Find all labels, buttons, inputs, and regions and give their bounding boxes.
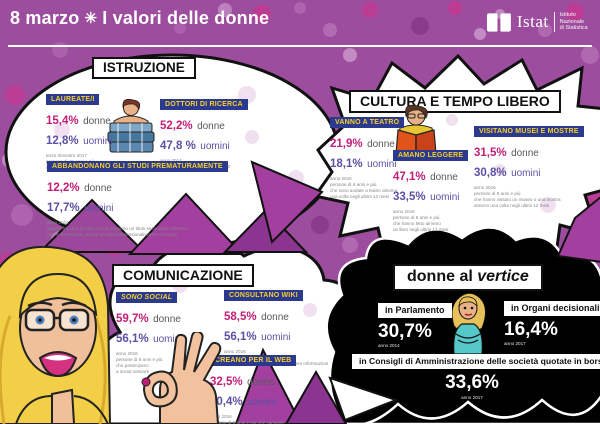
section-title-vertice: donne al vertice (393, 264, 543, 291)
stat-abbandono-label: ABBANDONANO GLI STUDI PREMATURAMENTE (47, 161, 228, 172)
donne-word: donne (153, 314, 181, 325)
stat-abbandono: ABBANDONANO GLI STUDI PREMATURAMENTE 12,… (47, 155, 307, 238)
stat-web-label: CREANO PER IL WEB (210, 355, 297, 366)
dottori-uomini-value: 47,8 % (160, 140, 196, 153)
page-title: 8 marzo ✳ I valori delle donne (10, 8, 269, 29)
uomini-word: uomini (367, 159, 397, 171)
istat-wordmark: Istat (516, 12, 549, 31)
donne-word: donne (247, 377, 275, 388)
stat-web: CREANO PER IL WEB 32,5% donne 30,4% uomi… (210, 349, 325, 424)
leggere-note: anno 2016 persone di 6 anni e più che ha… (393, 208, 449, 233)
section-title-istruzione: ISTRUZIONE (92, 57, 196, 79)
consigli-year: anno 2017 (461, 395, 483, 400)
donne-word: donne (430, 172, 458, 183)
white-shard (328, 376, 399, 422)
social-note: anno 2016 persone di 6 anni e più che pa… (116, 350, 163, 375)
student-on-books-illustration (107, 99, 155, 153)
stat-wiki-label: CONSULTANO WIKI (224, 290, 303, 301)
laureate-uomini-value: 12,8% (46, 135, 79, 148)
uomini-word: uomini (430, 192, 460, 204)
stat-dottori-label: DOTTORI DI RICERCA (160, 99, 248, 110)
stat-social-label: SONO SOCIAL (116, 292, 178, 303)
page-title-right: I valori delle donne (102, 8, 270, 28)
istat-logo: Istat Istituto Nazionale di Statistica (486, 11, 600, 33)
vertice-title-plain: donne al (407, 268, 478, 285)
leggere-uomini-value: 33,5% (393, 191, 426, 204)
abbandono-donne-value: 12,2% (47, 182, 80, 194)
leggere-donne-value: 47,1% (393, 171, 426, 183)
parlamento-value: 30,7% (378, 321, 432, 342)
dottori-donne-value: 52,2% (160, 120, 193, 132)
stat-teatro: VANNO A TEATRO 21,9% donne 18,1% uomini … (330, 111, 405, 201)
section-title-comunicazione: COMUNICAZIONE (112, 264, 254, 287)
istat-books-icon (486, 13, 511, 32)
parlamento-year: anno 2014 (378, 343, 400, 348)
stat-organi: in Organi decisionali 16,4% anno 2017 (504, 298, 600, 346)
uomini-word: uomini (200, 141, 230, 153)
teatro-note: anno 2016 persone di 6 anni e più che so… (330, 175, 398, 200)
stat-parlamento-label: in Parlamento (378, 303, 452, 318)
stat-musei: VISITANO MUSEI E MOSTRE 31,5% donne 30,8… (474, 120, 594, 210)
stat-leggere: AMANO LEGGERE 47,1% donne 33,5% uomini a… (393, 144, 485, 234)
blonde-woman-illustration (0, 246, 112, 424)
donne-word: donne (261, 312, 289, 323)
uomini-word: uomini (261, 332, 291, 344)
istat-tagline: Istituto Nazionale di Statistica (559, 11, 588, 32)
ok-hand-illustration (141, 332, 222, 424)
abbandono-note: anno 2014 giovani fra 18 e 24 anni con a… (47, 219, 189, 238)
musei-uomini-value: 30,8% (474, 167, 507, 180)
purple-shards (37, 160, 600, 424)
teatro-donne-value: 21,9% (330, 138, 363, 150)
logo-divider (553, 12, 555, 32)
teatro-uomini-value: 18,1% (330, 158, 363, 171)
laureate-donne-value: 15,4% (46, 115, 79, 127)
vertice-title-italic: vertice (477, 268, 529, 285)
wiki-uomini-value: 56,1% (224, 331, 257, 344)
uomini-word: uomini (247, 397, 277, 409)
donne-word: donne (84, 183, 112, 194)
stat-musei-label: VISITANO MUSEI E MOSTRE (474, 126, 584, 137)
donne-word: donne (83, 116, 111, 127)
stat-organi-label: in Organi decisionali (504, 301, 600, 316)
donne-word: donne (197, 121, 225, 132)
wiki-donne-value: 58,5% (224, 311, 257, 323)
organi-value: 16,4% (504, 319, 558, 340)
consigli-value: 33,6% (445, 372, 499, 393)
musei-note: anno 2016 persone di 6 anni e più che ha… (474, 184, 561, 209)
bubble-watermark-dots (54, 86, 556, 317)
musei-donne-value: 31,5% (474, 147, 507, 159)
uomini-word: uomini (84, 203, 114, 215)
stat-social: SONO SOCIAL 59,7% donne 56,1% uomini ann… (116, 286, 216, 376)
crossed-arms-woman-illustration (451, 292, 486, 354)
uomini-word: uomini (511, 168, 541, 180)
stat-consigli: in Consigli di Amministrazione delle soc… (352, 351, 600, 400)
stat-teatro-label: VANNO A TEATRO (330, 117, 405, 128)
social-donne-value: 59,7% (116, 313, 149, 325)
header-divider (8, 45, 592, 47)
uomini-word: uomini (83, 136, 113, 148)
web-donne-value: 32,5% (210, 376, 243, 388)
abbandono-uomini-value: 17,7% (47, 202, 80, 215)
page-title-left: 8 marzo (10, 8, 80, 28)
organi-year: anno 2017 (504, 341, 526, 346)
stat-leggere-label: AMANO LEGGERE (393, 150, 469, 161)
uomini-word: uomini (153, 334, 183, 346)
stat-parlamento: in Parlamento 30,7% anno 2014 (378, 300, 452, 348)
social-uomini-value: 56,1% (116, 333, 149, 346)
donne-word: donne (511, 148, 539, 159)
asterisk-icon: ✳ (84, 10, 98, 27)
stat-consigli-label: in Consigli di Amministrazione delle soc… (352, 354, 600, 369)
web-uomini-value: 30,4% (210, 396, 243, 409)
donne-word: donne (367, 139, 395, 150)
section-title-cultura: CULTURA E TEMPO LIBERO (349, 90, 561, 113)
stat-laureate-label: LAUREATE/I (46, 94, 100, 105)
vertice-cloud-bottom (345, 395, 600, 424)
